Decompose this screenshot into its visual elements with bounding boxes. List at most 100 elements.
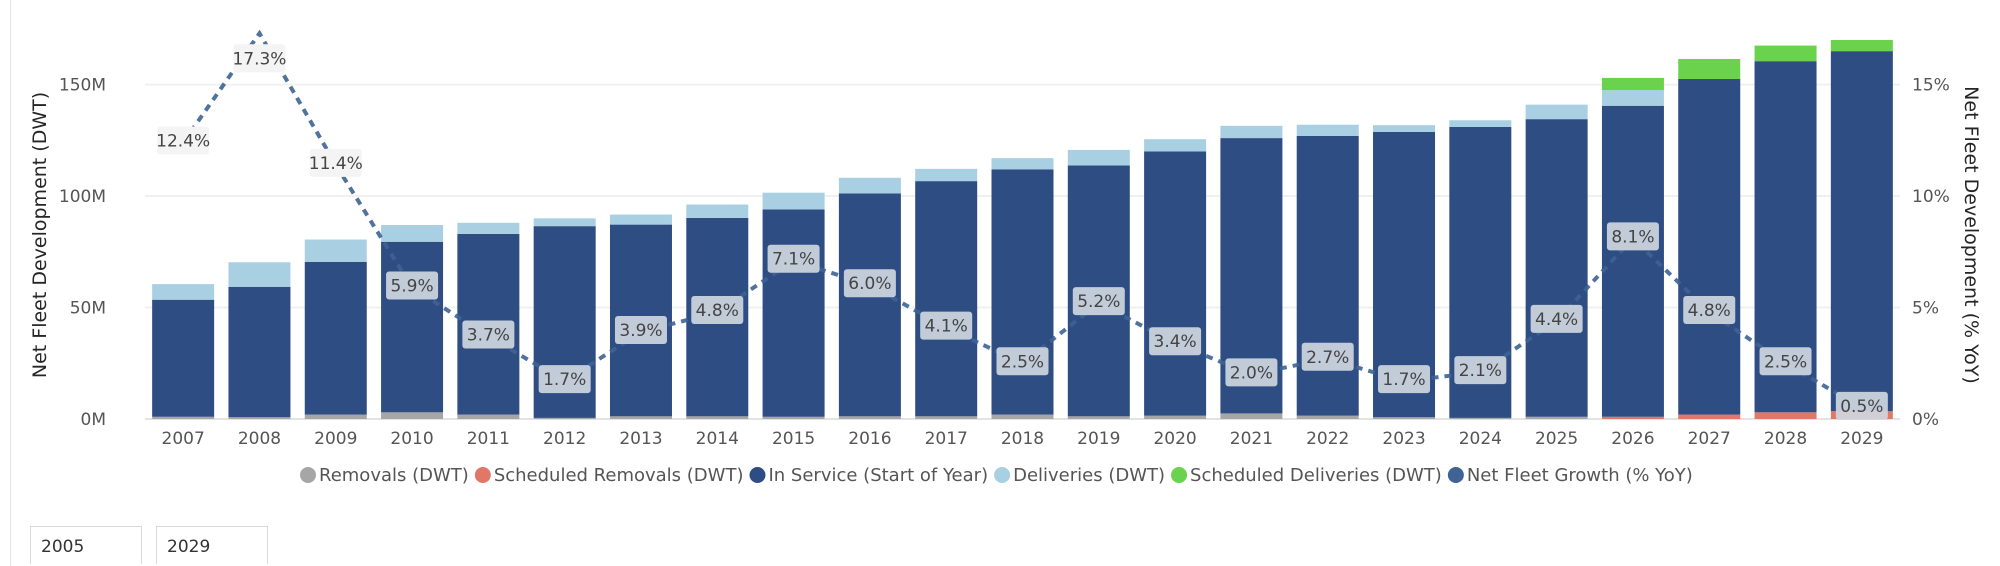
bar-in-service-start-of-year-2017: [915, 181, 978, 417]
data-label: 8.1%: [1611, 227, 1654, 247]
legend-marker-in-service-start-of-year: [749, 467, 766, 483]
bar-deliveries-dwt-2018: [991, 158, 1054, 170]
bar-removals-dwt-2009: [304, 414, 367, 419]
x-tick-label: 2011: [467, 429, 510, 449]
bar-removals-dwt-2011: [457, 414, 520, 419]
y2-tick-label: 10%: [1912, 187, 1950, 207]
x-tick-label: 2012: [543, 429, 586, 449]
bar-in-service-start-of-year-2029: [1830, 51, 1893, 412]
data-label: 0.5%: [1840, 397, 1883, 417]
bar-removals-dwt-2023: [1373, 417, 1436, 419]
bar-removals-dwt-2013: [609, 416, 672, 419]
data-label-bg: [691, 295, 744, 324]
data-label: 3.4%: [1154, 332, 1197, 352]
x-tick-label: 2019: [1077, 429, 1120, 449]
bar-in-service-start-of-year-2008: [228, 286, 291, 418]
data-label-bg: [843, 269, 896, 298]
end-year-slicer[interactable]: 2029: [156, 526, 268, 564]
bar-removals-dwt-2016: [838, 416, 901, 419]
bar-in-service-start-of-year-2022: [1296, 135, 1359, 416]
x-tick-label: 2013: [619, 429, 662, 449]
start-year-slicer[interactable]: 2005: [30, 526, 142, 564]
data-label: 4.1%: [925, 317, 968, 337]
x-tick-label: 2029: [1840, 429, 1883, 449]
x-tick-label: 2007: [162, 429, 205, 449]
legend-marker-removals-dwt: [300, 467, 316, 483]
data-label-bg: [1072, 287, 1125, 316]
bar-deliveries-dwt-2008: [228, 262, 291, 287]
bar-deliveries-dwt-2014: [686, 204, 749, 218]
bar-removals-dwt-2024: [1449, 417, 1512, 419]
bar-deliveries-dwt-2011: [457, 222, 520, 234]
x-tick-label: 2021: [1230, 429, 1273, 449]
data-label-bg: [538, 365, 591, 394]
legend-label: Net Fleet Growth (% YoY): [1467, 465, 1693, 486]
data-label: 2.5%: [1764, 352, 1807, 372]
bar-removals-dwt-2018: [991, 414, 1054, 419]
x-tick-label: 2014: [696, 429, 739, 449]
data-label: 7.1%: [772, 250, 815, 270]
legend-label: Scheduled Deliveries (DWT): [1190, 465, 1442, 486]
bar-removals-dwt-2010: [381, 412, 444, 419]
x-tick-label: 2015: [772, 429, 815, 449]
bar-deliveries-dwt-2015: [762, 192, 825, 210]
bar-in-service-start-of-year-2020: [1144, 151, 1207, 416]
legend-label: Scheduled Removals (DWT): [494, 465, 744, 486]
data-label-bg: [1759, 347, 1812, 376]
x-tick-label: 2008: [238, 429, 281, 449]
bar-scheduled-deliveries-dwt-2026: [1601, 77, 1664, 91]
y2-tick-label: 0%: [1912, 410, 1939, 430]
x-tick-label: 2023: [1382, 429, 1425, 449]
y-tick-label: 100M: [59, 187, 106, 207]
bar-deliveries-dwt-2019: [1067, 149, 1130, 166]
legend-label: In Service (Start of Year): [768, 465, 988, 486]
x-tick-label: 2025: [1535, 429, 1578, 449]
data-label: 4.8%: [1688, 301, 1731, 321]
x-tick-label: 2028: [1764, 429, 1807, 449]
y-axis-title: Net Fleet Development (DWT): [29, 92, 51, 378]
chart-svg: 0M 50M 100M 150M 0% 5% 10% 15% Net Fleet Develop…: [29, 29, 1982, 486]
data-label-bg: [1149, 327, 1202, 356]
bar-deliveries-dwt-2016: [838, 177, 901, 194]
x-tick-label: 2027: [1688, 429, 1731, 449]
bar-deliveries-dwt-2010: [381, 225, 444, 242]
bar-scheduled-removals-dwt-2026: [1601, 416, 1664, 419]
data-label-bg: [767, 244, 820, 273]
data-label-bg: [1530, 304, 1583, 333]
x-tick-label: 2018: [1001, 429, 1044, 449]
bar-deliveries-dwt-2024: [1449, 120, 1512, 127]
data-label: 3.9%: [619, 321, 662, 341]
data-label-bg: [1301, 342, 1354, 371]
x-tick-label: 2009: [314, 429, 357, 449]
bar-removals-dwt-2019: [1067, 416, 1130, 419]
y2-tick-label: 15%: [1912, 76, 1950, 96]
legend-marker-net-fleet-growth-yoy: [1447, 467, 1464, 483]
bar-in-service-start-of-year-2015: [762, 209, 825, 417]
left-divider: [10, 0, 11, 566]
bar-removals-dwt-2025: [1525, 416, 1588, 419]
data-label: 12.4%: [156, 132, 210, 152]
bar-deliveries-dwt-2025: [1525, 104, 1588, 120]
bar-removals-dwt-2021: [1220, 413, 1283, 419]
data-label: 5.2%: [1077, 292, 1120, 312]
data-label-bg: [386, 271, 439, 300]
bar-deliveries-dwt-2021: [1220, 125, 1283, 139]
bar-scheduled-deliveries-dwt-2028: [1754, 45, 1817, 62]
x-tick-label: 2022: [1306, 429, 1349, 449]
y-tick-label: 0M: [81, 410, 106, 430]
bar-removals-dwt-2014: [686, 416, 749, 419]
legend-label: Removals (DWT): [319, 465, 469, 486]
data-label-bg: [920, 311, 973, 340]
x-tick-label: 2026: [1611, 429, 1654, 449]
bar-deliveries-dwt-2023: [1373, 125, 1436, 132]
data-label: 1.7%: [543, 370, 586, 390]
bar-deliveries-dwt-2007: [152, 284, 215, 300]
bar-scheduled-removals-dwt-2028: [1754, 412, 1817, 419]
data-label: 2.0%: [1230, 363, 1273, 383]
data-label: 3.7%: [467, 326, 510, 346]
bar-in-service-start-of-year-2025: [1525, 119, 1588, 417]
data-label-bg: [1683, 295, 1736, 324]
data-label-bg: [1835, 391, 1888, 420]
data-label: 4.4%: [1535, 310, 1578, 330]
